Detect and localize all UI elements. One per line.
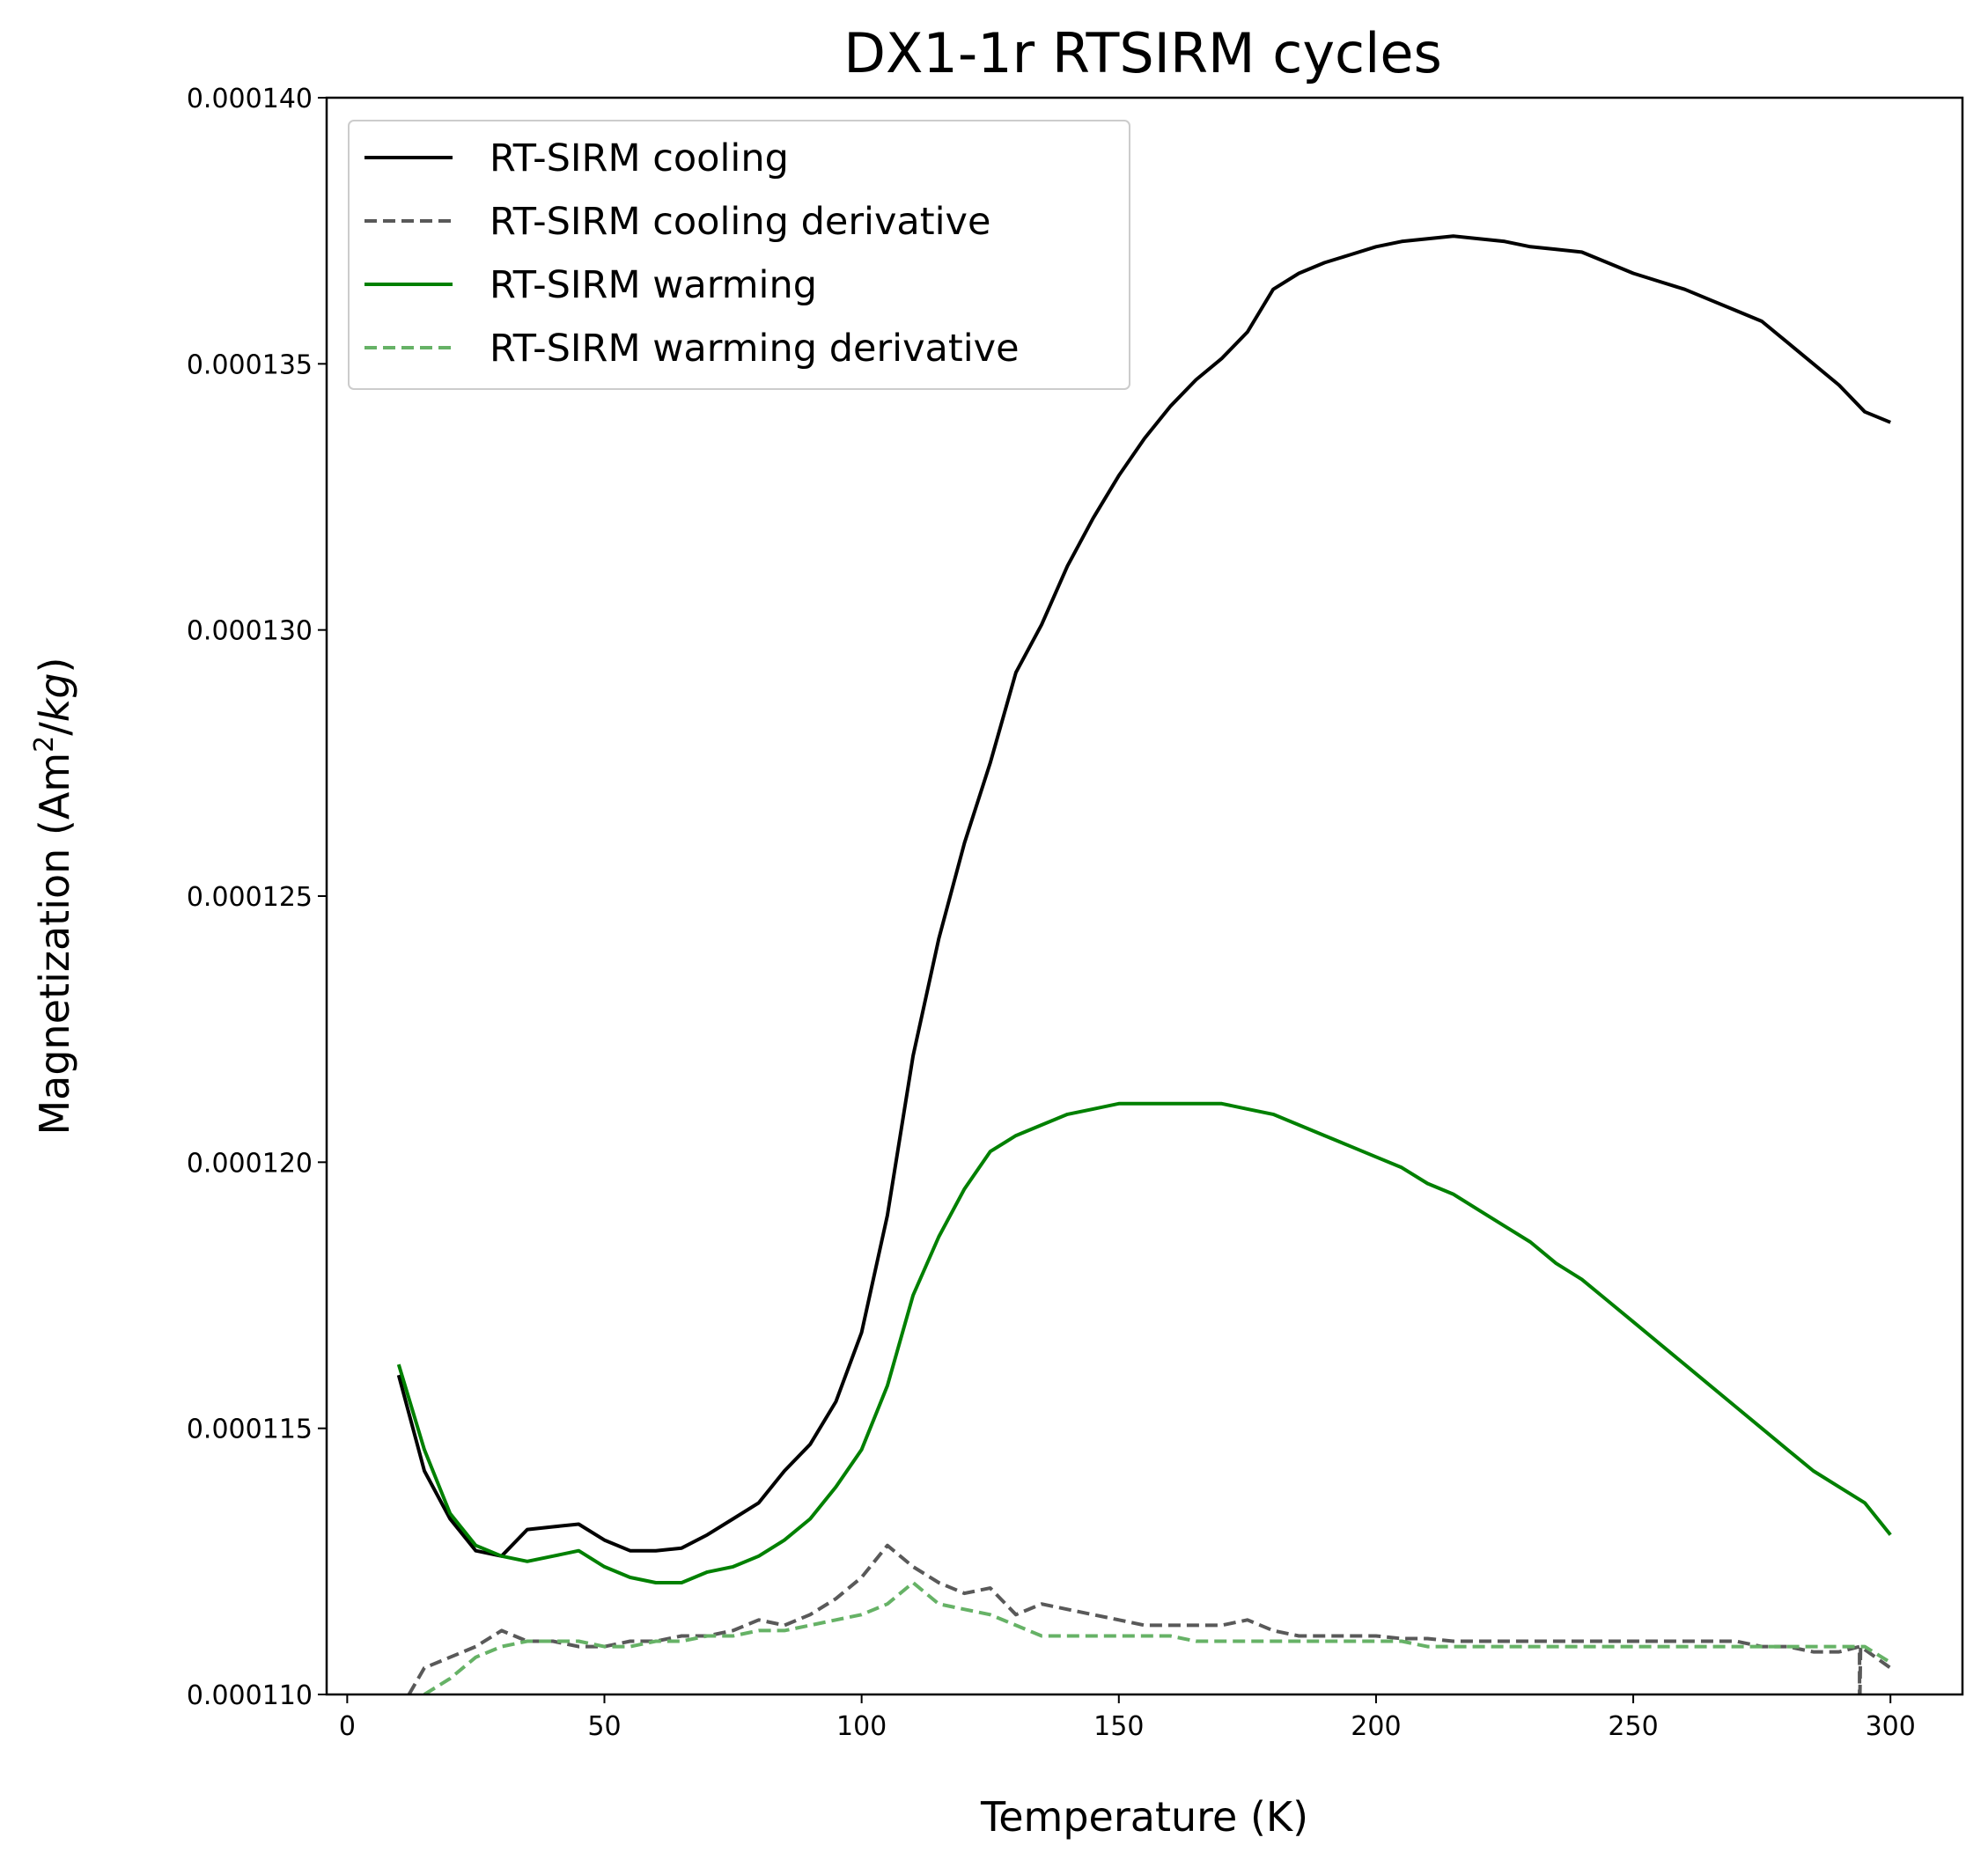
series-line-1: [407, 1543, 1892, 1694]
y-tick-label: 0.000110: [187, 1680, 313, 1711]
x-tick-label: 150: [1093, 1711, 1144, 1742]
legend-label: RT-SIRM cooling: [490, 136, 789, 180]
y-axis-label-suffix: ): [31, 657, 78, 673]
x-axis-label: Temperature (K): [980, 1793, 1308, 1841]
y-tick-label: 0.000115: [187, 1415, 313, 1445]
series-line-3: [423, 1581, 1892, 1694]
legend-label: RT-SIRM warming derivative: [490, 327, 1020, 371]
series-line-0: [396, 234, 1891, 1558]
x-tick-label: 0: [339, 1711, 356, 1742]
legend: RT-SIRM cooling RT-SIRM cooling derivativ…: [348, 120, 1130, 390]
y-axis-label-unit: kg: [31, 673, 78, 722]
y-axis-label-slash: /: [31, 722, 78, 736]
legend-label: RT-SIRM cooling derivative: [490, 200, 990, 244]
x-tick-label: 200: [1351, 1711, 1401, 1742]
y-axis-label-sup: 2: [29, 736, 60, 753]
series-line-2: [396, 1101, 1892, 1584]
y-axis: 0.000110 0.000115 0.000120 0.000125 0.000130…: [187, 84, 327, 1711]
y-tick-label: 0.000135: [187, 349, 313, 380]
legend-box: [348, 120, 1130, 390]
legend-label: RT-SIRM warming: [490, 263, 817, 307]
plot-lines: [396, 234, 1892, 1694]
y-tick-label: 0.000125: [187, 882, 313, 913]
x-tick-label: 50: [587, 1711, 621, 1742]
x-tick-label: 250: [1608, 1711, 1658, 1742]
x-tick-label: 300: [1866, 1711, 1916, 1742]
chart-title: DX1-1r RTSIRM cycles: [843, 21, 1442, 85]
y-tick-label: 0.000120: [187, 1148, 313, 1179]
x-axis: 0 50 100 150 200 250 300: [339, 1694, 1916, 1742]
x-tick-label: 100: [836, 1711, 887, 1742]
y-tick-label: 0.000130: [187, 616, 313, 647]
y-tick-label: 0.000140: [187, 84, 313, 114]
y-axis-label: Magnetization (Am2/kg): [29, 657, 78, 1135]
y-axis-label-prefix: Magnetization (Am: [31, 753, 78, 1136]
